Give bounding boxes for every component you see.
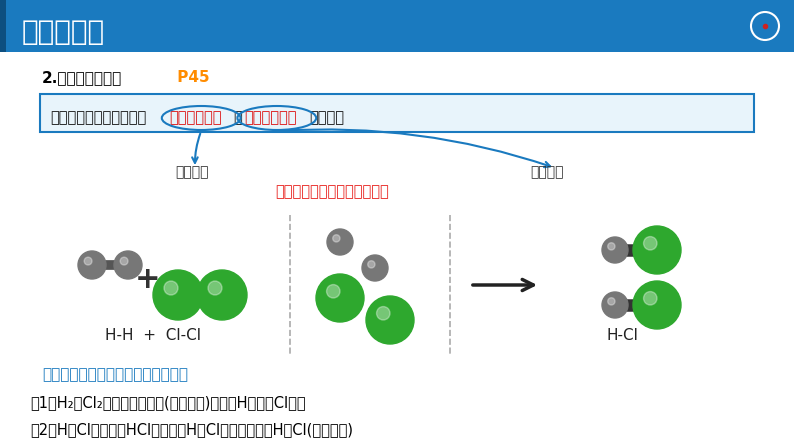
Circle shape	[366, 296, 414, 344]
Text: 释放能量: 释放能量	[530, 165, 564, 179]
Circle shape	[607, 298, 615, 305]
Text: 的过程。: 的过程。	[309, 110, 345, 126]
Circle shape	[327, 229, 353, 255]
FancyBboxPatch shape	[0, 0, 794, 52]
Text: 用化学键的观点分析化学反应过程：: 用化学键的观点分析化学反应过程：	[42, 367, 188, 383]
Circle shape	[164, 281, 178, 295]
FancyBboxPatch shape	[40, 94, 754, 132]
Text: +: +	[135, 266, 161, 295]
Text: 吸收能量: 吸收能量	[175, 165, 209, 179]
Circle shape	[197, 270, 247, 320]
Text: 一、化学键: 一、化学键	[22, 18, 105, 46]
Text: P45: P45	[172, 71, 210, 85]
Circle shape	[607, 243, 615, 250]
Text: 和: 和	[233, 110, 242, 126]
Circle shape	[362, 255, 388, 281]
Circle shape	[633, 281, 681, 329]
Text: （2）H和Cl结合生成HCl，形成了H和Cl之间的化学键H－Cl(新化学键): （2）H和Cl结合生成HCl，形成了H和Cl之间的化学键H－Cl(新化学键)	[30, 422, 353, 438]
Circle shape	[644, 236, 657, 250]
Circle shape	[153, 270, 203, 320]
Text: H-H  +  Cl-Cl: H-H + Cl-Cl	[105, 328, 201, 342]
Text: （1）H₂和Cl₂中的化学键断裂(旧化学键)，生成H原子和Cl原子: （1）H₂和Cl₂中的化学键断裂(旧化学键)，生成H原子和Cl原子	[30, 396, 306, 410]
Circle shape	[78, 251, 106, 279]
Circle shape	[326, 285, 340, 298]
Text: 2.化学反应的本质: 2.化学反应的本质	[42, 71, 122, 85]
Circle shape	[84, 257, 92, 265]
Circle shape	[602, 292, 628, 318]
Circle shape	[316, 274, 364, 322]
Text: H-Cl: H-Cl	[607, 328, 639, 342]
Text: 化学反应的过程本质上是: 化学反应的过程本质上是	[50, 110, 146, 126]
Circle shape	[114, 251, 142, 279]
FancyBboxPatch shape	[0, 0, 6, 52]
Circle shape	[633, 226, 681, 274]
Text: 旧化学键断裂: 旧化学键断裂	[169, 110, 222, 126]
Circle shape	[208, 281, 222, 295]
Text: 新化学键形成: 新化学键形成	[245, 110, 297, 126]
Circle shape	[120, 257, 128, 265]
Text: 化学反应总伴随着能量的改变: 化学反应总伴随着能量的改变	[275, 185, 389, 199]
Circle shape	[368, 261, 375, 268]
Circle shape	[333, 235, 340, 242]
Circle shape	[376, 307, 390, 320]
Circle shape	[602, 237, 628, 263]
Circle shape	[644, 291, 657, 305]
